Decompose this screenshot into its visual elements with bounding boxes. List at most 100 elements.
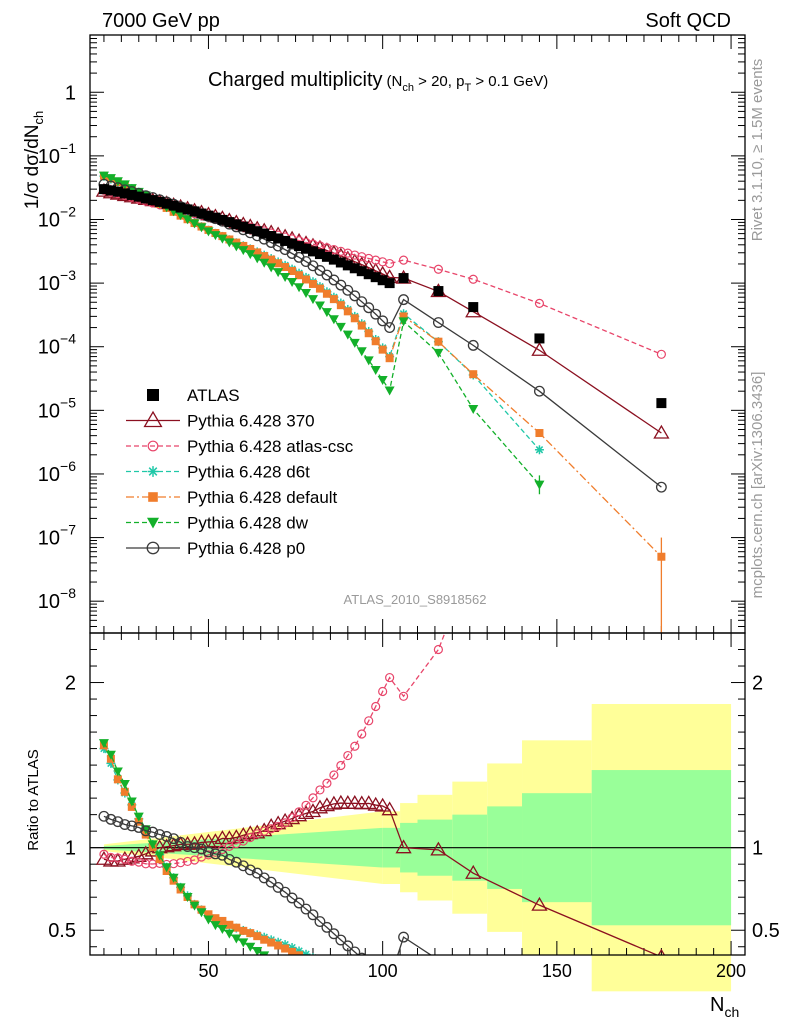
point-p0 xyxy=(335,279,347,291)
asterisk-stroke xyxy=(400,964,406,970)
ratio-point-dw xyxy=(259,951,270,955)
point-csc xyxy=(343,248,353,258)
ratio-point-csc xyxy=(280,818,290,828)
ratio-point-def xyxy=(386,998,394,1006)
point-dw xyxy=(328,315,339,325)
asterisk-stroke xyxy=(317,959,323,965)
point-def xyxy=(343,307,352,316)
point-csc xyxy=(468,274,478,284)
asterisk-stroke xyxy=(379,995,385,1001)
ratio-point-dw xyxy=(161,863,172,873)
ratio-point-p0 xyxy=(203,846,214,858)
point-atlas xyxy=(182,204,193,215)
point-atlas xyxy=(252,226,263,237)
ratio-point-csc xyxy=(469,557,477,565)
point-dw xyxy=(98,171,109,181)
ratio-point-csc xyxy=(357,729,367,739)
ratio-point-dw xyxy=(280,964,290,973)
asterisk-stroke xyxy=(536,1007,542,1013)
ratio-point-def xyxy=(323,965,331,973)
header-right: Soft QCD xyxy=(645,10,731,32)
point-def xyxy=(295,271,304,280)
ratio-point-dw xyxy=(238,938,249,948)
point-dw xyxy=(280,272,291,282)
ratio-point-dw xyxy=(224,929,235,939)
ratio-point-csc xyxy=(141,859,151,869)
ratio-point-d6t xyxy=(336,970,345,979)
legend-label-p0: Pythia 6.428 p0 xyxy=(187,539,305,558)
point-atlas xyxy=(105,185,116,196)
ratio-point-p0 xyxy=(657,1000,667,1010)
point-dw xyxy=(189,219,200,229)
main-y-tick-label: 10−3 xyxy=(38,267,76,295)
ratio-point-p0 xyxy=(112,816,124,828)
point-atlas xyxy=(168,200,179,211)
ratio-point-p0 xyxy=(398,931,410,943)
ratio-point-csc xyxy=(106,852,116,863)
point-atlas xyxy=(112,186,123,197)
point-def xyxy=(329,295,338,304)
ratio-point-csc xyxy=(294,807,304,817)
legend-marker-d6t xyxy=(147,466,159,477)
ratio-point-csc xyxy=(329,770,339,780)
point-p0 xyxy=(384,322,396,334)
ratio-point-csc xyxy=(398,691,409,701)
main-y-tick-label: 1 xyxy=(65,82,76,104)
ratio-point-dw xyxy=(189,901,200,911)
ratio-point-csc xyxy=(182,856,193,867)
asterisk-stroke xyxy=(359,985,365,991)
asterisk-stroke xyxy=(366,989,372,995)
legend-label-p370: Pythia 6.428 370 xyxy=(187,412,315,431)
ratio-point-csc xyxy=(378,686,388,697)
ratio-point-def xyxy=(309,958,317,966)
axes xyxy=(90,35,745,955)
main-y-tick-label: 10−5 xyxy=(38,394,76,422)
ratio-point-def xyxy=(218,916,227,925)
ratio-point-dw xyxy=(534,1008,544,1017)
ratio-point-dw xyxy=(210,921,221,931)
ratio-point-def xyxy=(535,1003,543,1011)
point-dw xyxy=(210,231,221,241)
point-def xyxy=(469,370,478,379)
point-dw xyxy=(217,234,228,244)
point-p0 xyxy=(328,274,340,286)
ratio-point-dw xyxy=(433,991,443,1000)
ratio-point-p370 xyxy=(395,839,412,854)
ratio-point-d6t xyxy=(350,979,359,988)
ratio-point-csc xyxy=(433,644,444,655)
point-def xyxy=(260,252,269,261)
x-tick-label: 100 xyxy=(368,961,398,981)
ratio-point-def xyxy=(434,982,442,990)
ratio-point-dw xyxy=(385,1005,395,1014)
main-y-tick-label: 10−1 xyxy=(38,140,76,168)
asterisk-stroke xyxy=(352,981,358,987)
point-atlas xyxy=(245,223,256,234)
point-dw xyxy=(252,254,263,264)
ratio-y-tick-label-right: 1 xyxy=(752,838,763,860)
main-y-tick-label: 10−7 xyxy=(38,522,76,550)
point-dw xyxy=(203,227,214,237)
ratio-point-p0 xyxy=(436,954,441,955)
point-p0 xyxy=(363,302,375,314)
ratio-point-dw xyxy=(196,908,207,918)
point-atlas xyxy=(273,233,284,244)
point-csc xyxy=(534,298,545,308)
point-atlas xyxy=(321,251,332,262)
point-atlas xyxy=(328,254,339,265)
ratio-point-dw xyxy=(315,983,325,992)
asterisk-stroke xyxy=(352,981,358,987)
ratio-point-def xyxy=(204,910,213,919)
ratio-point-p0 xyxy=(119,819,131,830)
point-p370 xyxy=(653,424,670,439)
ratio-point-csc xyxy=(364,716,374,726)
ratio-point-def xyxy=(379,995,387,1003)
legend-marker-atlas xyxy=(147,389,159,401)
point-p0 xyxy=(356,296,368,308)
point-atlas xyxy=(307,246,318,257)
point-dw xyxy=(433,348,444,358)
ratio-point-dw xyxy=(371,1003,381,1012)
point-atlas xyxy=(377,275,388,286)
point-p0 xyxy=(432,317,444,328)
ratio-point-csc xyxy=(535,422,543,430)
asterisk-stroke xyxy=(373,992,379,998)
